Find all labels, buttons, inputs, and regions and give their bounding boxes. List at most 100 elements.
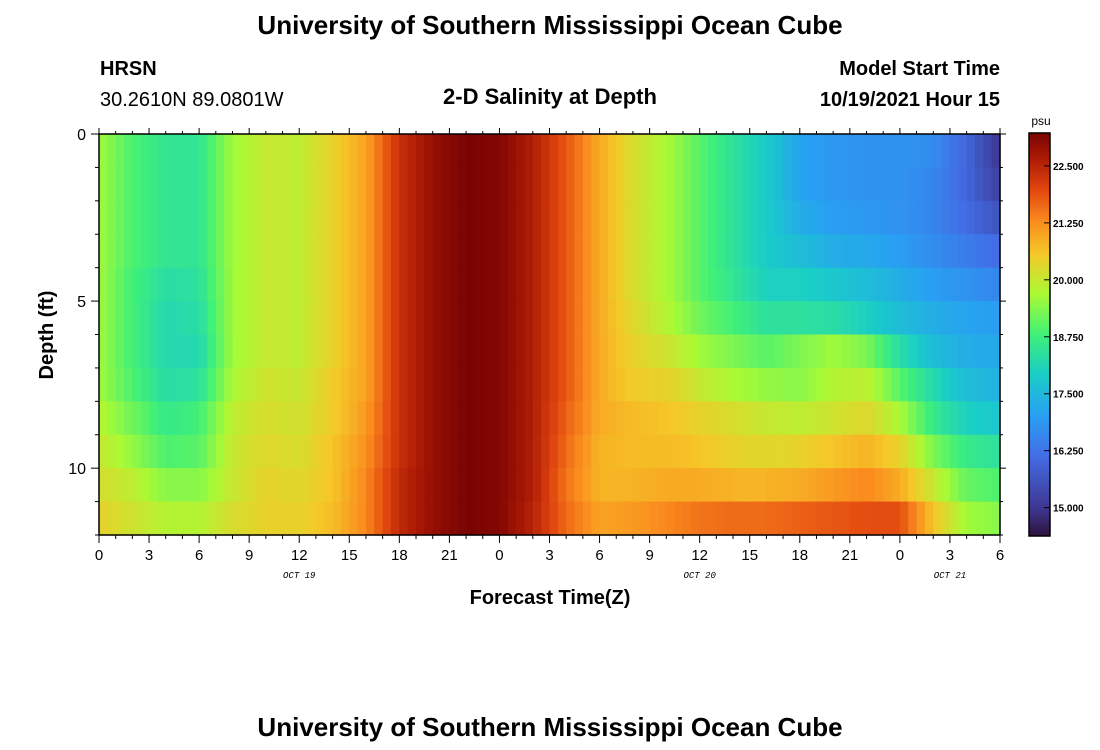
page-title: University of Southern Mississippi Ocean… bbox=[257, 10, 842, 40]
heatmap-cell bbox=[716, 434, 726, 469]
heatmap-cell bbox=[232, 334, 242, 369]
heatmap-cell bbox=[808, 134, 818, 169]
heatmap-cell bbox=[649, 367, 659, 402]
heatmap-cell bbox=[390, 301, 400, 336]
heatmap-cell bbox=[182, 267, 192, 302]
heatmap-cell bbox=[349, 200, 359, 235]
colorbar-tick: 17.500 bbox=[1044, 390, 1084, 401]
heatmap-cell bbox=[215, 434, 225, 469]
heatmap-cell bbox=[783, 401, 793, 436]
heatmap-cell bbox=[516, 167, 526, 202]
heatmap-cell bbox=[257, 301, 267, 336]
heatmap-cell bbox=[457, 468, 467, 503]
heatmap-cell bbox=[449, 367, 459, 402]
heatmap-cell bbox=[691, 200, 701, 235]
heatmap-cell bbox=[349, 468, 359, 503]
heatmap-cell bbox=[933, 367, 943, 402]
heatmap-cell bbox=[165, 167, 175, 202]
heatmap-cell bbox=[474, 200, 484, 235]
heatmap-cell bbox=[324, 167, 334, 202]
heatmap-cell bbox=[899, 334, 909, 369]
heatmap-cell bbox=[574, 200, 584, 235]
chart-subtitle: 2-D Salinity at Depth bbox=[443, 84, 657, 109]
heatmap-cell bbox=[799, 501, 809, 536]
heatmap-cell bbox=[833, 167, 843, 202]
heatmap-cell bbox=[983, 234, 993, 269]
heatmap-cell bbox=[432, 468, 442, 503]
heatmap-cell bbox=[315, 301, 325, 336]
heatmap-cell bbox=[724, 134, 734, 169]
heatmap-cell bbox=[390, 167, 400, 202]
heatmap-cell bbox=[115, 301, 125, 336]
heatmap-cell bbox=[599, 501, 609, 536]
heatmap-cell bbox=[849, 200, 859, 235]
heatmap-cell bbox=[432, 334, 442, 369]
heatmap-cell bbox=[557, 468, 567, 503]
heatmap-cell bbox=[799, 267, 809, 302]
heatmap-cell bbox=[833, 501, 843, 536]
heatmap-cell bbox=[249, 468, 259, 503]
heatmap-cell bbox=[424, 167, 434, 202]
heatmap-cell bbox=[457, 167, 467, 202]
heatmap-cell bbox=[641, 134, 651, 169]
heatmap-cell bbox=[866, 234, 876, 269]
y-axis-label: Depth (ft) bbox=[36, 291, 58, 380]
heatmap-cell bbox=[591, 234, 601, 269]
heatmap-cell bbox=[307, 334, 317, 369]
heatmap-cell bbox=[691, 267, 701, 302]
heatmap-cell bbox=[866, 401, 876, 436]
heatmap-cell bbox=[966, 334, 976, 369]
heatmap-cell bbox=[624, 134, 634, 169]
heatmap-cell bbox=[441, 434, 450, 469]
heatmap-cell bbox=[924, 167, 934, 202]
heatmap-cell bbox=[616, 468, 626, 503]
heatmap-cell bbox=[916, 367, 926, 402]
heatmap-cell bbox=[99, 401, 108, 436]
heatmap-cell bbox=[274, 234, 284, 269]
heatmap-cell bbox=[374, 367, 384, 402]
heatmap-cell bbox=[357, 434, 367, 469]
heatmap-cell bbox=[582, 267, 592, 302]
heatmap-cell bbox=[115, 501, 125, 536]
heatmap-cell bbox=[849, 468, 859, 503]
heatmap-cell bbox=[315, 267, 325, 302]
heatmap-cell bbox=[474, 401, 484, 436]
heatmap-cell bbox=[641, 434, 651, 469]
heatmap-cell bbox=[524, 167, 534, 202]
heatmap-cell bbox=[449, 334, 459, 369]
heatmap-cell bbox=[733, 301, 742, 336]
heatmap-cell bbox=[357, 468, 367, 503]
heatmap-cell bbox=[274, 167, 284, 202]
heatmap-cell bbox=[791, 334, 801, 369]
heatmap-cell bbox=[783, 301, 793, 336]
heatmap-cell bbox=[274, 134, 284, 169]
heatmap-cell bbox=[716, 334, 726, 369]
heatmap-cell bbox=[749, 468, 759, 503]
heatmap-cell bbox=[432, 501, 442, 536]
heatmap-cell bbox=[599, 267, 609, 302]
heatmap-cell bbox=[349, 334, 359, 369]
heatmap-cell bbox=[591, 367, 601, 402]
heatmap-cell bbox=[824, 501, 834, 536]
heatmap-cell bbox=[566, 167, 576, 202]
heatmap-cell bbox=[624, 501, 634, 536]
heatmap-cell bbox=[774, 334, 784, 369]
heatmap-cell bbox=[741, 434, 751, 469]
heatmap-cell bbox=[124, 301, 133, 336]
heatmap-cell bbox=[174, 267, 184, 302]
heatmap-cell bbox=[290, 367, 300, 402]
heatmap-cell bbox=[140, 134, 150, 169]
heatmap-cell bbox=[349, 401, 359, 436]
heatmap-cell bbox=[841, 401, 851, 436]
heatmap-cell bbox=[758, 434, 767, 469]
heatmap-cell bbox=[666, 501, 676, 536]
heatmap-cell bbox=[274, 434, 284, 469]
heatmap-cell bbox=[99, 468, 108, 503]
heatmap-cell bbox=[557, 234, 567, 269]
heatmap-cell bbox=[699, 334, 709, 369]
heatmap-cell bbox=[107, 334, 117, 369]
heatmap-cell bbox=[899, 167, 909, 202]
heatmap-cell bbox=[124, 167, 133, 202]
heatmap-cell bbox=[107, 367, 117, 402]
heatmap-cell bbox=[124, 401, 133, 436]
